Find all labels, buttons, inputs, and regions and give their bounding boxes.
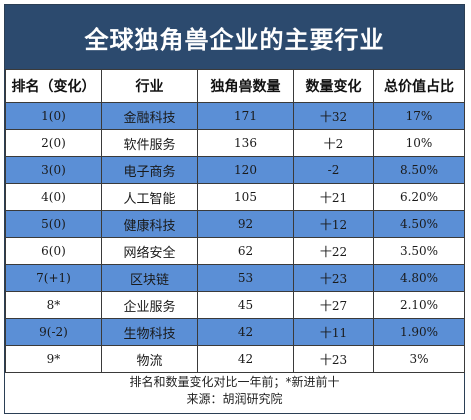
- cell-industry: 金融科技: [101, 102, 198, 130]
- cell-industry: 企业服务: [101, 291, 198, 319]
- cell-industry: 区块链: [101, 264, 198, 292]
- table-footer: 排名和数量变化对比一年前；*新进前十 来源：胡润研究院: [5, 370, 464, 414]
- cell-industry: 人工智能: [101, 183, 198, 211]
- cell-industry: 健康科技: [101, 210, 198, 238]
- table-title: 全球独角兽企业的主要行业: [5, 5, 464, 69]
- cell-count: 45: [197, 291, 294, 319]
- cell-count: 92: [197, 210, 294, 238]
- cell-industry: 软件服务: [101, 129, 198, 157]
- header-count: 独角兽数量: [197, 69, 294, 103]
- table-row: 9* 物流 42 十23 3%: [5, 345, 465, 373]
- cell-rank: 9*: [5, 345, 102, 373]
- cell-change: 十12: [293, 210, 374, 238]
- cell-industry: 物流: [101, 345, 198, 373]
- cell-count: 53: [197, 264, 294, 292]
- cell-rank: 5(0): [5, 210, 102, 238]
- cell-industry: 电子商务: [101, 156, 198, 184]
- cell-share: 6.20%: [373, 183, 465, 211]
- cell-industry: 生物科技: [101, 318, 198, 346]
- header-industry: 行业: [101, 69, 198, 103]
- table-row: 7(+1) 区块链 53 十23 4.80%: [5, 264, 465, 292]
- cell-rank: 1(0): [5, 102, 102, 130]
- cell-change: 十27: [293, 291, 374, 319]
- cell-share: 3.50%: [373, 237, 465, 265]
- cell-share: 8.50%: [373, 156, 465, 184]
- cell-rank: 3(0): [5, 156, 102, 184]
- cell-share: 2.10%: [373, 291, 465, 319]
- header-change: 数量变化: [293, 69, 374, 103]
- industry-ranking-table: 排名（变化） 行业 独角兽数量 数量变化 总价值占比 1(0) 金融科技 171…: [5, 69, 465, 373]
- cell-industry: 网络安全: [101, 237, 198, 265]
- cell-share: 10%: [373, 129, 465, 157]
- cell-change: 十11: [293, 318, 374, 346]
- cell-count: 136: [197, 129, 294, 157]
- cell-share: 1.90%: [373, 318, 465, 346]
- table-row: 4(0) 人工智能 105 十21 6.20%: [5, 183, 465, 211]
- cell-share: 4.50%: [373, 210, 465, 238]
- cell-rank: 2(0): [5, 129, 102, 157]
- cell-rank: 7(+1): [5, 264, 102, 292]
- cell-change: 十23: [293, 345, 374, 373]
- cell-count: 105: [197, 183, 294, 211]
- table-row: 5(0) 健康科技 92 十12 4.50%: [5, 210, 465, 238]
- cell-share: 3%: [373, 345, 465, 373]
- table-row: 8* 企业服务 45 十27 2.10%: [5, 291, 465, 319]
- cell-count: 120: [197, 156, 294, 184]
- cell-rank: 6(0): [5, 237, 102, 265]
- cell-share: 17%: [373, 102, 465, 130]
- ranking-table-card: 全球独角兽企业的主要行业 排名（变化） 行业 独角兽数量 数量变化 总价值占比 …: [4, 4, 465, 414]
- cell-rank: 4(0): [5, 183, 102, 211]
- cell-change: 十2: [293, 129, 374, 157]
- footer-source: 来源：胡润研究院: [186, 392, 283, 406]
- header-share: 总价值占比: [373, 69, 465, 103]
- cell-change: -2: [293, 156, 374, 184]
- cell-count: 62: [197, 237, 294, 265]
- table-row: 2(0) 软件服务 136 十2 10%: [5, 129, 465, 157]
- cell-change: 十21: [293, 183, 374, 211]
- cell-count: 42: [197, 345, 294, 373]
- table-row: 6(0) 网络安全 62 十22 3.50%: [5, 237, 465, 265]
- cell-count: 42: [197, 318, 294, 346]
- header-row: 排名（变化） 行业 独角兽数量 数量变化 总价值占比: [5, 69, 465, 103]
- cell-change: 十32: [293, 102, 374, 130]
- footer-note: 排名和数量变化对比一年前；*新进前十: [129, 375, 340, 389]
- cell-change: 十22: [293, 237, 374, 265]
- table-row: 3(0) 电子商务 120 -2 8.50%: [5, 156, 465, 184]
- cell-share: 4.80%: [373, 264, 465, 292]
- cell-count: 171: [197, 102, 294, 130]
- header-rank: 排名（变化）: [5, 69, 102, 103]
- cell-change: 十23: [293, 264, 374, 292]
- table-row: 9(-2) 生物科技 42 十11 1.90%: [5, 318, 465, 346]
- cell-rank: 9(-2): [5, 318, 102, 346]
- table-row: 1(0) 金融科技 171 十32 17%: [5, 102, 465, 130]
- cell-rank: 8*: [5, 291, 102, 319]
